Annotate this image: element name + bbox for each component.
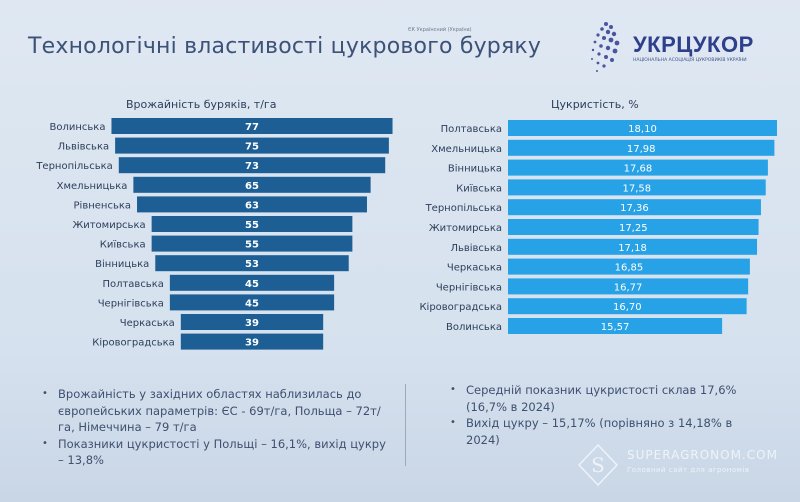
yield-bar (180, 333, 324, 350)
sugar-category-label: Львівська (450, 242, 502, 254)
yield-bar (115, 137, 389, 154)
yield-value-label: 39 (245, 318, 259, 329)
yield-value-label: 65 (245, 181, 259, 192)
yield-category-label: Тернопільська (35, 160, 112, 172)
yield-bar (169, 274, 335, 291)
sugar-category-label: Полтавська (441, 124, 502, 135)
logo: УКРЦУКОР НАЦІОНАЛЬНА АСОЦІАЦІЯ ЦУКРОВИКІ… (578, 18, 788, 78)
logo-dots-icon (591, 22, 620, 72)
note-item: Середній показник цукристості склав 17,6… (450, 382, 768, 415)
yield-value-label: 75 (245, 142, 259, 153)
sugar-category-label: Житомирська (429, 223, 502, 234)
yield-bar (111, 118, 393, 134)
yield-value-label: 55 (245, 240, 259, 251)
sugar-value-label: 16,85 (615, 263, 644, 274)
sugar-bar (508, 179, 766, 196)
sugar-bar (508, 219, 759, 235)
yield-bar (151, 235, 353, 252)
notes-left: Врожайність у західних областях наблизил… (40, 386, 390, 469)
sugar-value-label: 17,58 (623, 183, 652, 194)
yield-category-label: Житомирська (72, 220, 145, 231)
yield-category-label: Київська (100, 240, 146, 251)
sugar-bar (508, 120, 777, 136)
svg-text:S: S (591, 453, 605, 477)
sugar-bar (508, 298, 747, 315)
watermark-subtitle: Головний сайт для агрономів (627, 466, 750, 474)
yield-value-label: 73 (245, 161, 259, 172)
yield-category-label: Львівська (58, 141, 110, 153)
slide-note: ЄК Українсний (Україна) (408, 27, 472, 33)
yield-bar (118, 157, 386, 174)
sugar-category-label: Тернопільська (425, 202, 502, 214)
yield-bar (180, 314, 324, 330)
sugar-category-label: Волинська (446, 322, 502, 333)
yield-chart-title: Врожайність буряків, т/га (126, 98, 277, 111)
yield-value-label: 45 (245, 298, 259, 309)
yield-category-label: Кіровоградська (92, 337, 175, 349)
sugar-bar (508, 258, 750, 275)
yield-value-label: 63 (245, 200, 259, 211)
divider (405, 384, 406, 466)
yield-value-label: 53 (245, 259, 259, 270)
sugar-bar (508, 238, 758, 255)
sugar-category-label: Київська (456, 183, 502, 194)
yield-category-label: Хмельницька (57, 181, 128, 192)
sugar-category-label: Хмельницька (431, 144, 502, 155)
yield-value-label: 55 (245, 220, 259, 231)
sugar-bar (508, 318, 723, 334)
yield-category-label: Волинська (50, 122, 106, 133)
notes-right: Середній показник цукристості склав 17,6… (448, 382, 768, 448)
yield-value-label: 45 (245, 279, 259, 290)
note-item: Врожайність у західних областях наблизил… (42, 386, 390, 436)
sugar-category-label: Чернігівська (436, 281, 502, 293)
sugar-chart-title: Цукристість, % (551, 98, 639, 111)
sugar-category-label: Кіровоградська (419, 301, 502, 313)
sugar-bar (508, 139, 775, 156)
yield-category-label: Полтавська (102, 279, 163, 290)
sugar-value-label: 15,57 (601, 322, 630, 333)
yield-bar (137, 196, 367, 213)
yield-category-label: Чернігівська (98, 297, 164, 309)
note-item: Вихід цукру – 15,17% (порівняно з 14,18%… (450, 415, 768, 448)
watermark: S SUPERAGRONOM.COM Головний сайт для агр… (575, 440, 785, 490)
sugar-bar (508, 199, 761, 216)
yield-bar (133, 176, 371, 193)
yield-value-label: 77 (245, 122, 259, 133)
logo-subtitle: НАЦІОНАЛЬНА АСОЦІАЦІЯ ЦУКРОВИКІВ УКРАЇНИ (633, 58, 747, 63)
sugar-category-label: Вінницька (448, 163, 502, 175)
watermark-logo-icon: S (577, 443, 619, 487)
sugar-category-label: Черкаська (447, 263, 502, 274)
yield-category-label: Вінницька (95, 258, 149, 270)
sugar-bar (508, 159, 768, 176)
yield-bar (151, 216, 353, 232)
sugar-value-label: 17,36 (620, 203, 649, 214)
watermark-title: SUPERAGRONOM.COM (627, 448, 778, 462)
yield-bar (155, 255, 349, 272)
yield-bar (169, 294, 335, 311)
yield-category-label: Рівненська (74, 199, 132, 211)
yield-category-label: Черкаська (120, 318, 175, 329)
slide-title: Технологічні властивості цукрового буряк… (28, 34, 542, 59)
sugar-value-label: 17,68 (624, 164, 653, 175)
note-item: Показники цукристості у Польщі – 16,1%, … (42, 436, 390, 469)
sugar-value-label: 16,77 (614, 282, 643, 293)
sugar-value-label: 17,25 (619, 223, 648, 234)
logo-name: УКРЦУКОР (633, 32, 754, 57)
sugar-value-label: 17,18 (618, 243, 647, 254)
yield-value-label: 39 (245, 338, 259, 349)
sugar-value-label: 18,10 (628, 124, 657, 135)
sugar-value-label: 16,70 (613, 302, 642, 313)
sugar-bar (508, 278, 749, 295)
sugar-value-label: 17,98 (627, 144, 656, 155)
